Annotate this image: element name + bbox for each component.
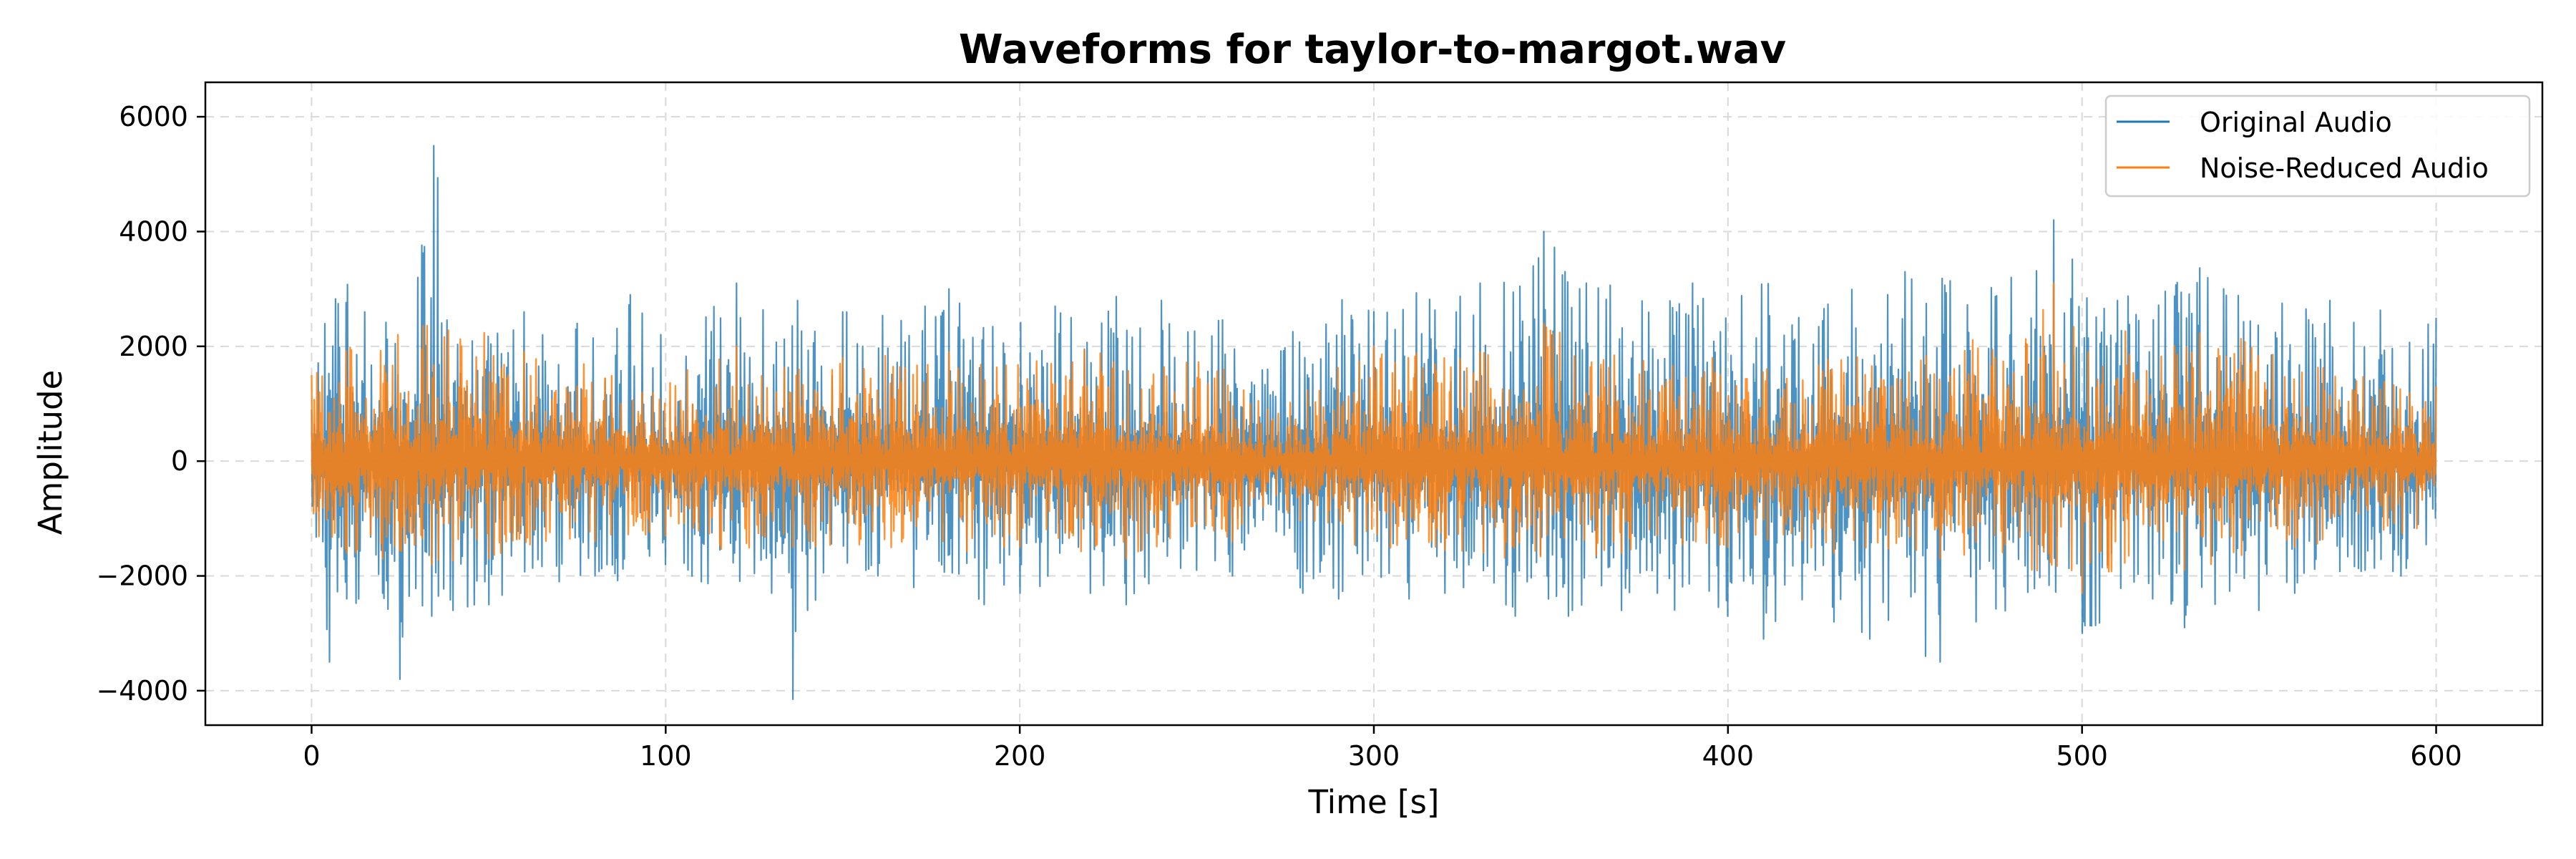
plot-area: [311, 145, 2437, 700]
legend-label-original: Original Audio: [2200, 107, 2392, 138]
y-tick-label: 0: [171, 445, 188, 477]
y-tick-label: 4000: [119, 215, 188, 247]
legend: Original Audio Noise-Reduced Audio: [2104, 94, 2531, 198]
x-tick-label: 100: [640, 740, 692, 772]
y-tick-label: −4000: [96, 675, 188, 707]
x-tick-label: 200: [994, 740, 1046, 772]
y-axis-label: Amplitude: [31, 370, 69, 535]
x-axis-label: Time [s]: [1308, 783, 1440, 821]
legend-box: [2104, 94, 2531, 198]
axis-ticks: 0 100 200 300 400 500 600 −4000 −2000 0 2000 4000 60…: [96, 101, 2462, 772]
y-tick-label: 2000: [119, 331, 188, 362]
x-tick-label: 0: [303, 740, 320, 772]
x-tick-label: 400: [1702, 740, 1755, 772]
x-tick-label: 500: [2056, 740, 2108, 772]
x-tick-label: 600: [2410, 740, 2462, 772]
chart-title: Waveforms for taylor-to-margot.wav: [959, 26, 1786, 73]
y-tick-label: −2000: [96, 560, 188, 592]
series-line-noise-reduced-audio: [311, 282, 2437, 594]
series-layer: [311, 145, 2437, 700]
x-tick-label: 300: [1348, 740, 1400, 772]
y-tick-label: 6000: [119, 101, 188, 132]
legend-label-noise-reduced: Noise-Reduced Audio: [2200, 152, 2489, 184]
